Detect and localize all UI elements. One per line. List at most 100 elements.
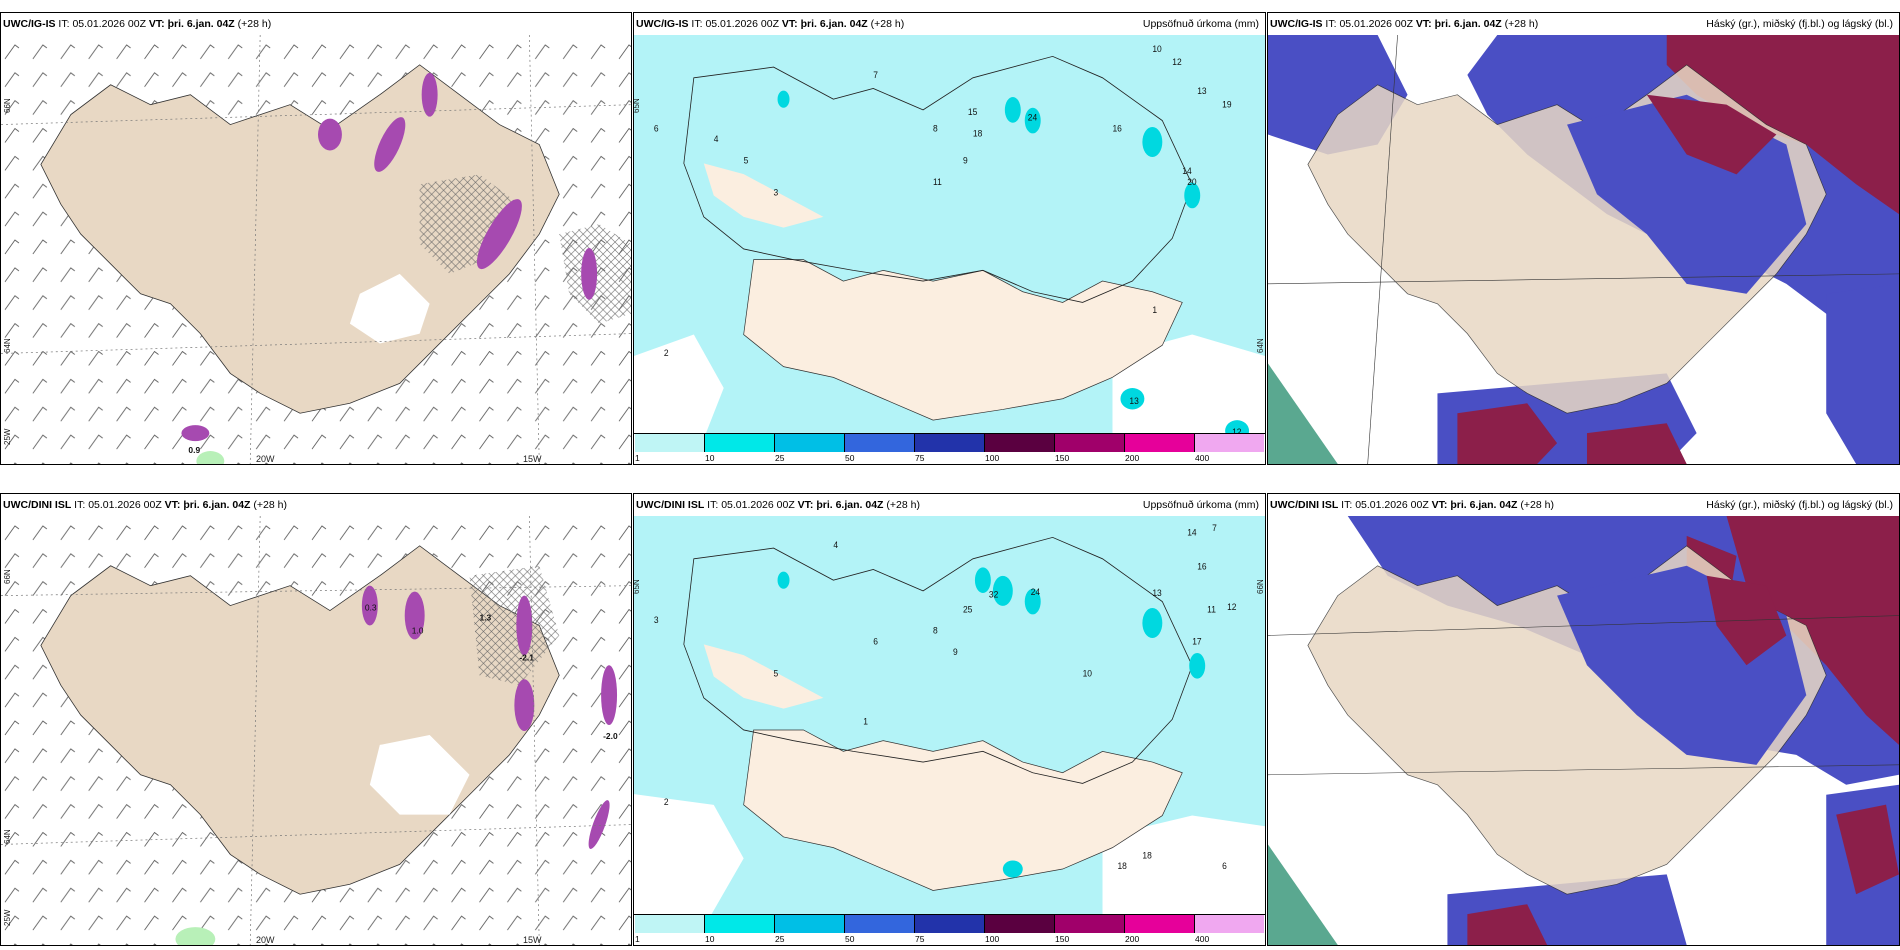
panel-clouds-ig-is: UWC/IG-IS IT: 05.01.2026 00Z VT: þri. 6.…: [1267, 12, 1900, 465]
svg-text:1: 1: [1152, 305, 1157, 315]
colorbar-swatch: [985, 915, 1055, 933]
svg-text:-2.0: -2.0: [603, 731, 618, 741]
svg-text:9: 9: [953, 647, 958, 657]
panel-header: UWC/DINI ISL IT: 05.01.2026 00Z VT: þri.…: [1268, 494, 1899, 516]
colorbar-tick: 25: [775, 934, 785, 944]
svg-text:10: 10: [1083, 668, 1093, 678]
svg-text:13: 13: [1129, 396, 1139, 406]
lat-label-66: 66N: [3, 98, 12, 113]
svg-text:25: 25: [963, 604, 973, 614]
svg-text:14: 14: [1187, 527, 1197, 537]
iceland-land: [40, 64, 560, 414]
colorbar-tick: 150: [1055, 934, 1070, 944]
colorbar-tick: 50: [845, 934, 855, 944]
svg-text:8: 8: [933, 625, 938, 635]
panel-header: UWC/DINI ISL IT: 05.01.2026 00Z VT: þri.…: [634, 494, 1265, 516]
colorbar-swatch: [705, 434, 775, 452]
svg-text:12: 12: [1232, 427, 1242, 437]
svg-text:14: 14: [1182, 166, 1192, 176]
colorbar-tick: 400: [1195, 934, 1210, 944]
lon-label-15: 15W: [523, 454, 542, 464]
svg-text:2: 2: [664, 348, 669, 358]
svg-text:32: 32: [989, 589, 999, 599]
lon-label-25: 25W: [3, 909, 12, 926]
colorbar-swatch: [985, 434, 1055, 452]
svg-text:11: 11: [933, 176, 942, 186]
colorbar-tick: 50: [845, 453, 855, 463]
colorbar-tick: 10: [705, 934, 715, 944]
svg-text:9: 9: [963, 155, 968, 165]
colorbar-tick: 400: [1195, 453, 1210, 463]
colorbar-tick: 10: [705, 453, 715, 463]
svg-text:10: 10: [1152, 44, 1162, 54]
colorbar-swatch: [1125, 915, 1195, 933]
svg-text:0.3: 0.3: [365, 603, 377, 613]
svg-text:12: 12: [1172, 57, 1182, 67]
svg-text:8: 8: [933, 123, 938, 133]
precip-colorbar: 1 10 25 50 75 100 150 200 400: [634, 914, 1265, 945]
iceland-land: [743, 259, 1183, 421]
colorbar-swatch: [845, 434, 915, 452]
svg-text:16: 16: [1112, 123, 1122, 133]
colorbar-swatch: [915, 434, 985, 452]
svg-text:24: 24: [1031, 587, 1041, 597]
colorbar-swatch: [1055, 434, 1125, 452]
wind-map[interactable]: 0.9: [1, 35, 631, 464]
svg-text:3: 3: [654, 615, 659, 625]
colorbar-tick: 25: [775, 453, 785, 463]
svg-text:1: 1: [863, 716, 868, 726]
svg-text:7: 7: [1212, 523, 1217, 533]
svg-text:19: 19: [1222, 99, 1232, 109]
svg-text:7: 7: [873, 70, 878, 80]
cloud-map[interactable]: [1268, 35, 1899, 464]
iceland-land: [743, 729, 1183, 891]
colorbar-swatch: [635, 434, 705, 452]
lat-label-64: 64N: [1256, 338, 1265, 353]
colorbar-swatch: [705, 915, 775, 933]
svg-text:5: 5: [744, 155, 749, 165]
colorbar-swatch: [1055, 915, 1125, 933]
lon-label-20: 20W: [256, 935, 275, 945]
svg-text:13: 13: [1152, 588, 1162, 598]
lat-label-66: 66N: [3, 569, 12, 584]
svg-text:17: 17: [1192, 636, 1202, 646]
svg-text:4: 4: [714, 134, 719, 144]
precip-map[interactable]: 10 12 13 19 2 4 5 3 6 7 8 9 11 15 18 24 …: [634, 35, 1265, 464]
svg-text:1.0: 1.0: [412, 625, 424, 635]
svg-text:6: 6: [873, 636, 878, 646]
svg-text:2: 2: [664, 797, 669, 807]
svg-text:18: 18: [1117, 861, 1127, 871]
colorbar-tick: 150: [1055, 453, 1070, 463]
svg-text:18: 18: [1142, 850, 1152, 860]
colorbar-tick: 1: [635, 934, 640, 944]
colorbar-swatch: [1195, 915, 1264, 933]
cloud-map[interactable]: [1268, 516, 1899, 945]
colorbar-swatch: [1125, 434, 1195, 452]
lon-label-15: 15W: [523, 935, 542, 945]
colorbar-swatch: [775, 434, 845, 452]
panel-clouds-dini-isl: UWC/DINI ISL IT: 05.01.2026 00Z VT: þri.…: [1267, 493, 1900, 946]
panel-wind-dini-isl: UWC/DINI ISL IT: 05.01.2026 00Z VT: þri.…: [0, 493, 632, 946]
colorbar-swatch: [845, 915, 915, 933]
colorbar-tick: 75: [915, 934, 925, 944]
svg-text:1.3: 1.3: [479, 613, 491, 623]
lat-label-65: 65N: [633, 579, 641, 594]
precip-map[interactable]: 14 7 4 16 12 11 24 25 32 18 13 17 2 3 5 …: [634, 516, 1265, 945]
lat-label-65: 65N: [633, 98, 641, 113]
svg-text:18: 18: [973, 128, 983, 138]
colorbar-tick: 200: [1125, 453, 1140, 463]
svg-text:6: 6: [654, 123, 659, 133]
colorbar-tick: 200: [1125, 934, 1140, 944]
wind-map[interactable]: -2.0 1.3 1.0 -2.1 0.3: [1, 516, 631, 945]
svg-text:16: 16: [1197, 561, 1207, 571]
lat-label-64: 64N: [3, 338, 12, 353]
panel-precip-dini-isl: UWC/DINI ISL IT: 05.01.2026 00Z VT: þri.…: [633, 493, 1266, 946]
panel-header: UWC/IG-IS IT: 05.01.2026 00Z VT: þri. 6.…: [1268, 13, 1899, 35]
colorbar-swatch: [775, 915, 845, 933]
lon-label-20: 20W: [256, 454, 275, 464]
lat-label-66: 66N: [1256, 579, 1265, 594]
colorbar-tick: 75: [915, 453, 925, 463]
svg-text:3: 3: [774, 187, 779, 197]
svg-text:11: 11: [1207, 604, 1216, 614]
svg-text:24: 24: [1028, 112, 1038, 122]
